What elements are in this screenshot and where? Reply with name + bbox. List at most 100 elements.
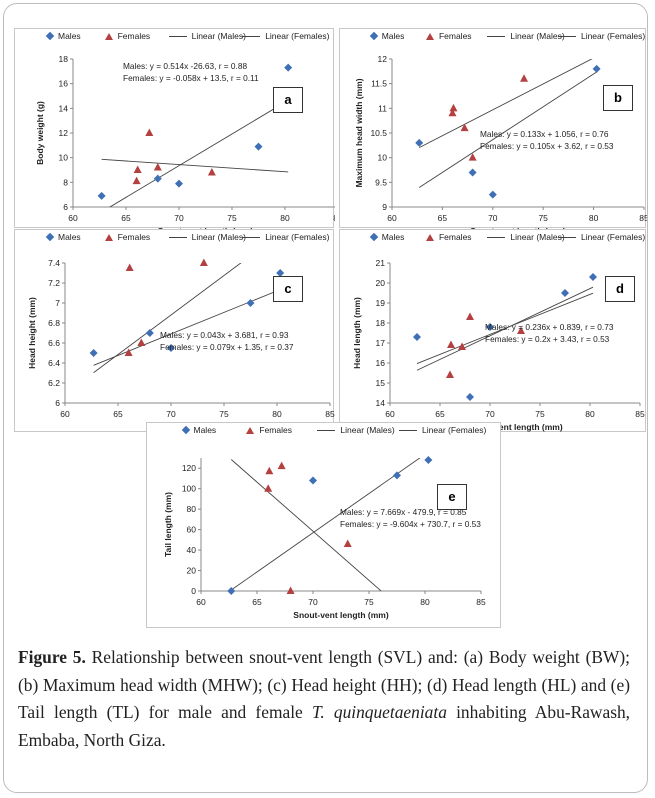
- x-tick-label: 85: [635, 409, 645, 419]
- chart-panel-d: Males Females Linear (Males) Linear (Female…: [339, 229, 646, 432]
- chart-legend: Males Females Linear (Males) Linear (Female…: [340, 31, 645, 45]
- female-point: [520, 74, 529, 82]
- legend-label: Males: [58, 232, 81, 242]
- legend-label: Linear (Males): [510, 232, 565, 242]
- legend-item-males: Males: [369, 31, 405, 41]
- y-tick-label: 9: [382, 202, 387, 212]
- male-point: [284, 63, 293, 72]
- y-tick-label: 17: [376, 338, 386, 348]
- female-point: [153, 163, 162, 171]
- female-point: [133, 165, 142, 173]
- legend-symbol: [317, 429, 336, 431]
- male-point: [254, 142, 263, 151]
- male-point: [561, 289, 569, 297]
- chart-svg: 66.26.46.66.877.27.4606570758085Snout-ve…: [27, 258, 335, 432]
- legend-item-males: Males: [181, 425, 217, 435]
- caption-text-end: inhabiting Abu-Rawash, Embaba, North Giz…: [18, 702, 631, 750]
- male-point: [468, 168, 477, 177]
- legend-item-males: Males: [369, 232, 405, 242]
- x-axis-title: Snout-vent length (mm): [470, 226, 566, 229]
- legend-label: Linear (Females): [422, 425, 487, 435]
- legend-label: Linear (Males): [191, 232, 246, 242]
- x-tick-label: 70: [308, 597, 318, 607]
- legend-item-linear-females: Linear (Females): [242, 232, 329, 242]
- legend-label: Linear (Males): [191, 31, 246, 41]
- female-point: [132, 176, 141, 185]
- legend-item-females: Females: [246, 425, 292, 435]
- y-tick-label: 11: [378, 103, 387, 113]
- male-point: [415, 138, 424, 147]
- legend-item-linear-males: Linear (Males): [487, 31, 565, 41]
- x-tick-label: 80: [589, 213, 599, 223]
- legend-symbol: [242, 35, 261, 37]
- female-point: [460, 123, 469, 132]
- chart-panel-e: Males Females Linear (Males) Linear (Female…: [146, 422, 501, 628]
- male-point: [276, 269, 285, 277]
- x-tick-label: 60: [387, 213, 397, 223]
- legend-label: Males: [381, 31, 405, 41]
- legend-item-linear-males: Linear (Males): [168, 31, 246, 41]
- y-tick-label: 10: [378, 153, 388, 163]
- legend-symbol: [425, 32, 434, 40]
- y-axis-title: Maximum head width (mm): [354, 78, 364, 187]
- male-point: [309, 476, 317, 485]
- legend-label: Males: [381, 232, 405, 242]
- y-tick-label: 18: [376, 318, 386, 328]
- y-tick-label: 8: [63, 177, 68, 187]
- y-tick-label: 120: [182, 463, 196, 473]
- male-point: [592, 64, 601, 73]
- x-tick-label: 60: [60, 409, 70, 419]
- x-tick-label: 65: [435, 409, 445, 419]
- y-tick-label: 7.4: [48, 258, 60, 268]
- chart-svg: 14 15 16 17 18 19 20 21 60 65 70 75 80 85 Snout-vent l…: [352, 258, 645, 432]
- male-point: [589, 273, 597, 281]
- legend-label: Linear (Females): [580, 31, 646, 41]
- y-tick-label: 12: [59, 128, 69, 138]
- x-axis-title: Snout-vent length (mm): [158, 226, 254, 229]
- legend-label: Males: [193, 425, 217, 435]
- legend-label: Linear (Females): [580, 232, 646, 242]
- y-tick-label: 40: [187, 545, 197, 555]
- trendline-females: [416, 292, 594, 365]
- chart-legend: Males Females Linear (Males) Linear (Female…: [15, 232, 333, 246]
- regression-equation: Females: y = -0.058x + 13.5, r = 0.11: [123, 73, 259, 83]
- female-point: [277, 461, 286, 470]
- legend-item-males: Males: [45, 31, 81, 41]
- trendline-females: [230, 459, 382, 591]
- legend-label: Females: [438, 232, 472, 242]
- legend-symbol: [557, 236, 576, 238]
- y-tick-label: 20: [187, 566, 197, 576]
- figure-caption: Figure 5. Relationship between snout-ven…: [18, 644, 630, 754]
- male-point: [153, 174, 162, 183]
- male-point: [486, 323, 494, 331]
- regression-equation: Females: y = 0.105x + 3.62, r = 0.53: [480, 141, 614, 151]
- x-tick-label: 65: [121, 213, 131, 223]
- x-tick-label: 80: [420, 597, 430, 607]
- x-tick-label: 75: [535, 409, 545, 419]
- x-tick-label: 85: [333, 213, 335, 223]
- regression-equation: Males: y = 7.669x - 479.9, r = 0.85: [340, 507, 467, 517]
- y-tick-label: 6: [63, 202, 68, 212]
- regression-equation: Males: y = 0.514x -26.63, r = 0.88: [123, 61, 247, 71]
- female-point: [448, 108, 457, 117]
- legend-item-linear-females: Linear (Females): [399, 425, 486, 435]
- chart-svg: 9 9.5 10 10.5 11 11.5 12 60 65 70 75 80 85 Snout-vent…: [354, 54, 647, 229]
- x-tick-label: 85: [325, 409, 335, 419]
- legend-item-males: Males: [45, 232, 81, 242]
- chart-panel-a: Males Females Linear (Males) Linear (Female…: [14, 28, 335, 229]
- chart-panel-c: Males Females Linear (Males) Linear (Female…: [14, 229, 335, 432]
- trendline-males: [109, 100, 289, 207]
- female-point: [265, 466, 274, 475]
- regression-equation: Males: y = 0.236x + 0.839, r = 0.73: [485, 322, 614, 332]
- legend-item-females: Females: [104, 232, 150, 242]
- legend-item-females: Females: [104, 31, 150, 41]
- y-tick-label: 7: [55, 298, 60, 308]
- x-tick-label: 65: [113, 409, 123, 419]
- x-axis-title: Snout-vent length (mm): [467, 422, 563, 432]
- regression-equation: Females: y = 0.079x + 1.35, r = 0.37: [160, 342, 294, 352]
- y-tick-label: 19: [376, 298, 386, 308]
- y-tick-label: 21: [376, 258, 386, 268]
- caption-text: Relationship between snout-vent length (…: [18, 647, 630, 722]
- y-tick-label: 7.2: [48, 278, 60, 288]
- panel-label: c: [273, 276, 303, 302]
